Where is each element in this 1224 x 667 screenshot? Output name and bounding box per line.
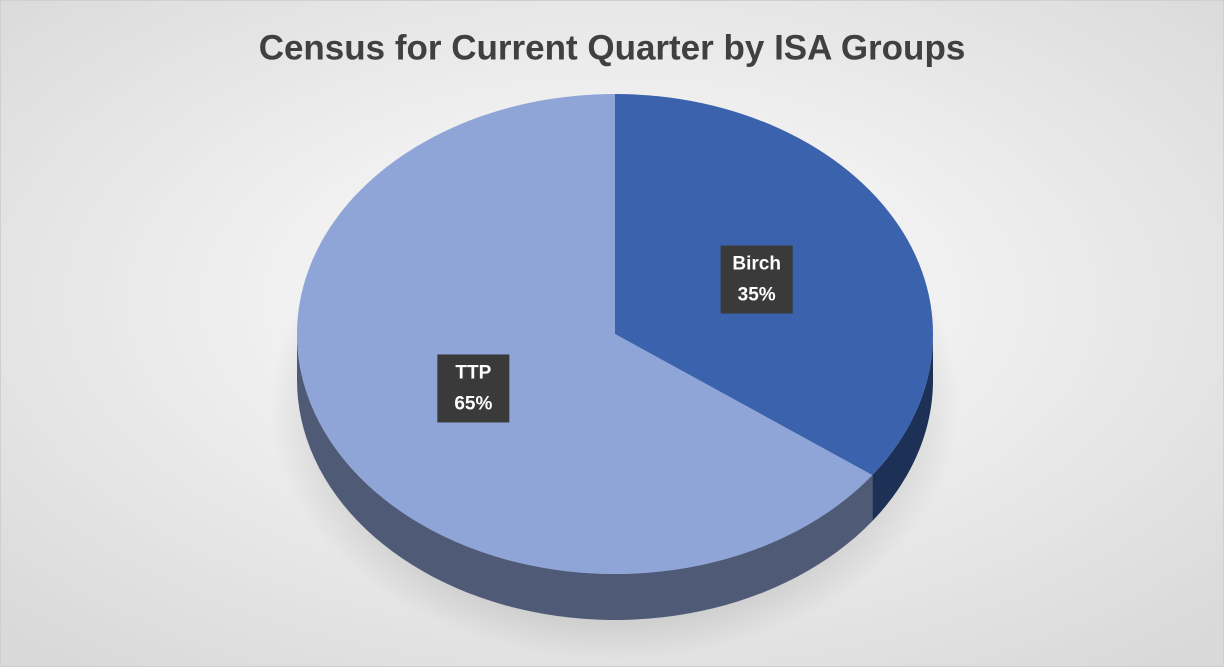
data-labels: Birch 35% TTP 65% <box>437 245 793 423</box>
data-label-box <box>437 354 510 423</box>
data-label-category: TTP <box>455 362 491 383</box>
slice-side <box>297 334 873 620</box>
slice <box>297 94 873 574</box>
pie-sides <box>297 334 933 620</box>
data-label-category: Birch <box>732 254 781 275</box>
chart-title: Census for Current Quarter by ISA Groups <box>259 28 966 67</box>
data-label-value: 35% <box>738 285 776 306</box>
data-label-value: 65% <box>454 393 492 414</box>
pie-tops <box>297 94 933 574</box>
slice-side <box>872 334 933 522</box>
data-label-box <box>720 245 793 314</box>
